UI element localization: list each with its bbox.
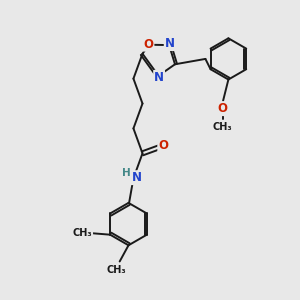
Text: O: O [218, 102, 227, 115]
Text: N: N [165, 37, 175, 50]
Text: O: O [143, 38, 153, 51]
Text: O: O [158, 139, 168, 152]
Text: CH₃: CH₃ [107, 265, 127, 275]
Text: CH₃: CH₃ [213, 122, 232, 132]
Text: N: N [154, 71, 164, 84]
Text: CH₃: CH₃ [73, 228, 92, 238]
Text: H: H [122, 168, 131, 178]
Text: N: N [131, 171, 141, 184]
